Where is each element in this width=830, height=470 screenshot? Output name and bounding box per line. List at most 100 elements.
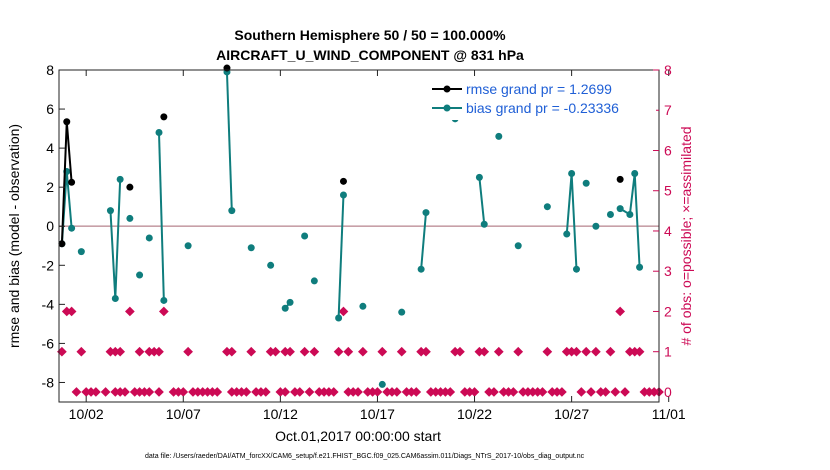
- obs-possible-marker: [396, 346, 407, 357]
- bias-point: [417, 265, 425, 273]
- bias-point: [155, 128, 163, 136]
- obs-possible-marker: [629, 346, 640, 357]
- obs-possible-marker: [66, 306, 77, 317]
- y-tick-label: 8: [46, 62, 54, 78]
- y-tick-label: -2: [42, 257, 55, 273]
- x-tick-label: 10/02: [69, 406, 104, 422]
- y-tick-label: 0: [46, 218, 54, 234]
- obs-possible-marker: [421, 346, 431, 357]
- obs-possible-marker: [455, 346, 465, 357]
- rmse-series: [58, 64, 624, 248]
- obs-possible-marker: [377, 346, 388, 357]
- legend-rmse-marker: [443, 85, 451, 93]
- y-axis-label: rmse and bias (model - observation): [6, 124, 22, 348]
- rmse-point: [68, 178, 76, 186]
- obs-possible-marker: [479, 346, 490, 357]
- bias-point: [626, 211, 634, 219]
- bias-point: [68, 224, 76, 232]
- obs-possible-marker: [343, 346, 354, 357]
- bias-point: [116, 175, 124, 183]
- obs-assimilated-marker: [372, 387, 383, 397]
- y-tick-label: 4: [46, 140, 54, 156]
- obs-assimilated-marker: [71, 387, 82, 397]
- obs-possible-marker: [513, 346, 524, 357]
- bias-line: [420, 212, 427, 270]
- obs-assimilated-marker: [600, 387, 611, 397]
- bias-point: [286, 298, 294, 306]
- obs-assimilated-marker: [260, 387, 271, 397]
- rmse-point: [63, 118, 71, 126]
- obs-assimilated-marker: [392, 387, 402, 397]
- obs-possible-marker: [285, 346, 295, 357]
- obs-possible-marker: [299, 346, 310, 357]
- y2-tick-label: 6: [664, 142, 672, 158]
- obs-assimilated-marker: [440, 387, 451, 397]
- bias-point: [636, 263, 644, 271]
- bias-point: [77, 248, 85, 256]
- bias-point: [267, 261, 275, 269]
- y2-tick-label: 2: [664, 303, 672, 319]
- legend-bias-marker: [443, 104, 451, 112]
- legend-rmse-label: rmse grand pr = 1.2699: [466, 81, 612, 97]
- bias-point: [568, 170, 576, 178]
- y2-tick-label: 7: [664, 102, 672, 118]
- x-axis: 10/02 10/07 10/12 10/17 10/22 10/27 11/01: [69, 70, 686, 422]
- obs-assimilated-marker: [586, 387, 596, 397]
- obs-assimilated-marker: [557, 387, 567, 397]
- bias-line: [478, 177, 486, 225]
- obs-possible-marker: [571, 346, 582, 357]
- obs-assimilated-marker: [120, 387, 130, 397]
- bias-point: [582, 179, 590, 187]
- bias-point: [126, 214, 134, 222]
- obs-possible-marker: [358, 346, 368, 357]
- bias-point: [495, 132, 503, 140]
- rmse-point: [339, 177, 347, 185]
- y-tick-label: 2: [46, 179, 54, 195]
- bias-point: [136, 271, 144, 279]
- obs-assimilated-marker: [445, 387, 456, 397]
- bias-point: [184, 242, 192, 250]
- y-axis-left: -8 -6 -4 -2 0 2 4 6 8: [42, 62, 65, 390]
- y2-tick-label: 4: [664, 223, 672, 239]
- bias-point: [398, 308, 406, 316]
- obs-assimilated-marker: [212, 387, 223, 397]
- obs-possible-marker: [125, 306, 135, 317]
- bias-point: [335, 314, 343, 322]
- bias-point: [616, 205, 624, 213]
- bias-point: [160, 296, 168, 304]
- y2-tick-label: 8: [664, 62, 672, 78]
- obs-assimilated-marker: [328, 387, 339, 397]
- y2-tick-label: 5: [664, 183, 672, 199]
- bias-point: [475, 173, 483, 181]
- bias-point: [514, 242, 522, 250]
- legend: rmse grand pr = 1.2699 bias grand pr = -…: [428, 78, 656, 120]
- obs-possible-marker: [115, 346, 126, 357]
- bias-point: [631, 170, 639, 178]
- obs-assimilated-marker: [353, 387, 363, 397]
- bias-point: [480, 220, 488, 228]
- bias-point: [281, 304, 289, 312]
- obs-assimilated-marker: [100, 387, 111, 397]
- obs-assimilated-marker: [469, 387, 480, 397]
- obs-assimilated-marker: [620, 387, 630, 397]
- obs-possible-marker: [542, 346, 553, 357]
- bias-point: [111, 294, 119, 302]
- obs-assimilated-marker: [304, 387, 315, 397]
- plot-area: [59, 70, 659, 402]
- x-tick-label: 11/01: [652, 406, 686, 422]
- obs-possible-marker: [226, 346, 237, 357]
- obs-possible-marker: [154, 346, 164, 357]
- obs-assimilated-marker: [290, 387, 300, 397]
- x-tick-label: 10/12: [263, 406, 298, 422]
- rmse-point: [616, 175, 624, 183]
- x-tick-label: 10/07: [166, 406, 201, 422]
- obs-assimilated-marker: [610, 387, 621, 397]
- obs-assimilated-marker: [459, 387, 470, 397]
- rmse-point: [160, 113, 168, 121]
- obs-possible-marker: [634, 346, 645, 357]
- bias-point: [422, 209, 430, 217]
- bias-point: [359, 302, 367, 310]
- bias-point: [247, 244, 255, 252]
- obs-assimilated-marker: [144, 387, 155, 397]
